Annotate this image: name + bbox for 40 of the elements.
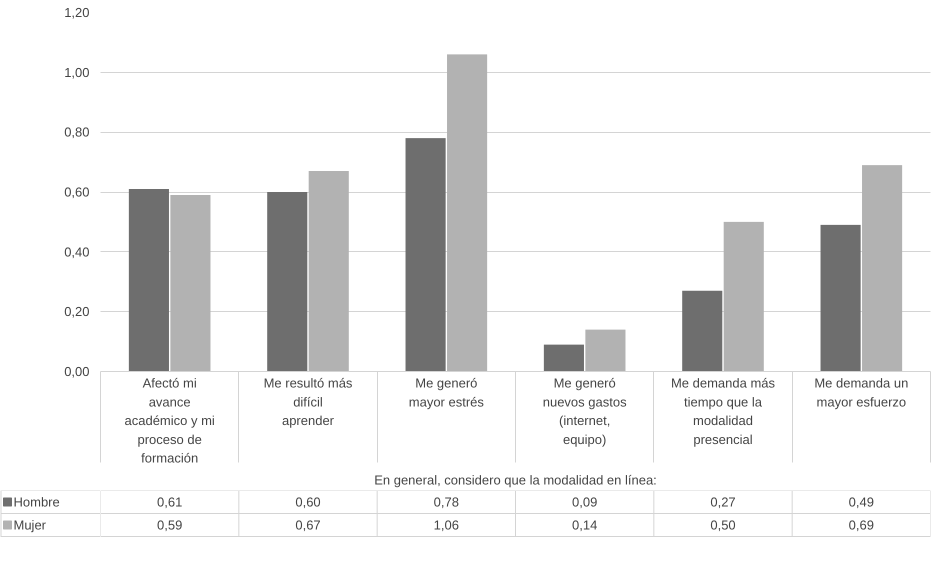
y-tick-label: 0,80 <box>64 124 90 140</box>
data-label: 0,09 <box>572 494 598 510</box>
data-label: 0,59 <box>157 518 182 532</box>
x-tick-label: Me resultó más difícil aprender <box>264 376 353 428</box>
data-label: 0,50 <box>710 518 736 532</box>
x-axis-title: En general, considero que la modalidad en línea: <box>374 472 657 488</box>
data-label: 0,27 <box>710 494 736 510</box>
bar <box>585 330 626 372</box>
data-label: 0,61 <box>157 494 182 510</box>
data-label: 0,60 <box>295 494 321 510</box>
y-tick-label: 1,20 <box>64 5 90 20</box>
x-tick-label: Me generó mayor estrés <box>408 376 484 410</box>
y-tick-label: 0,40 <box>64 244 90 260</box>
x-tick-label: Me generó nuevos gastos (internet, equipo) <box>542 376 628 447</box>
data-label: 0,69 <box>848 518 874 532</box>
bar <box>128 189 169 372</box>
bar <box>862 165 902 372</box>
bar <box>724 222 764 372</box>
x-tick-label: Afectó mi avance académico y mi proceso de formación <box>124 376 215 466</box>
bar <box>170 194 210 372</box>
bar <box>308 171 349 372</box>
data-label: 0,14 <box>572 518 598 532</box>
data-label: 0,78 <box>434 494 459 510</box>
x-tick-label: Me demanda un mayor esfuerzo <box>814 376 908 410</box>
legend-label: Mujer <box>14 518 47 532</box>
legend-label: Hombre <box>14 494 60 510</box>
x-tick-label: Me demanda más tiempo que la modalidad presencial <box>670 376 776 447</box>
y-tick-label: 0,00 <box>64 364 90 379</box>
data-label: 0,49 <box>848 494 874 510</box>
bar <box>682 290 722 372</box>
bar <box>447 54 488 372</box>
y-tick-label: 0,20 <box>64 304 90 320</box>
bar <box>544 344 584 372</box>
data-label: 1,06 <box>434 518 459 532</box>
y-tick-label: 0,60 <box>64 184 90 200</box>
bar <box>406 138 446 372</box>
y-tick-label: 1,00 <box>64 64 90 80</box>
bar <box>267 192 308 372</box>
bar <box>820 224 861 372</box>
data-label: 0,67 <box>295 518 321 532</box>
